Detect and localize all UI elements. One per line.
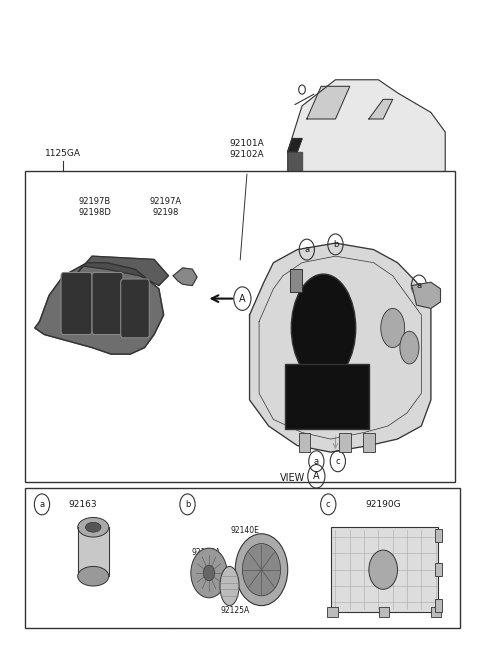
Circle shape	[242, 544, 281, 596]
FancyBboxPatch shape	[379, 607, 389, 617]
Text: 92163: 92163	[68, 500, 97, 509]
Text: a: a	[416, 281, 421, 290]
Polygon shape	[250, 243, 431, 452]
Circle shape	[369, 550, 397, 589]
Circle shape	[59, 180, 68, 192]
FancyBboxPatch shape	[120, 279, 149, 338]
FancyBboxPatch shape	[61, 272, 92, 335]
Circle shape	[390, 178, 414, 211]
Text: c: c	[336, 457, 340, 466]
FancyBboxPatch shape	[435, 599, 442, 612]
Circle shape	[315, 186, 327, 203]
Ellipse shape	[85, 522, 101, 532]
FancyBboxPatch shape	[285, 364, 369, 429]
Polygon shape	[35, 262, 164, 354]
FancyBboxPatch shape	[92, 272, 123, 335]
FancyBboxPatch shape	[25, 488, 459, 628]
FancyBboxPatch shape	[363, 432, 374, 452]
Text: 92125A: 92125A	[221, 606, 250, 615]
FancyBboxPatch shape	[25, 171, 455, 482]
Text: 92197B
92198D: 92197B 92198D	[78, 197, 111, 217]
Ellipse shape	[400, 331, 419, 364]
FancyBboxPatch shape	[435, 563, 442, 576]
Text: 92101A
92102A: 92101A 92102A	[230, 139, 264, 159]
Text: 92190G: 92190G	[365, 500, 401, 509]
FancyBboxPatch shape	[435, 529, 442, 542]
Text: a: a	[304, 245, 310, 254]
Ellipse shape	[381, 308, 405, 348]
Circle shape	[235, 534, 288, 605]
FancyBboxPatch shape	[331, 527, 438, 612]
Text: a: a	[39, 500, 45, 509]
Text: 92197A
92198: 92197A 92198	[150, 197, 182, 217]
Text: A: A	[239, 294, 246, 304]
Polygon shape	[173, 268, 197, 285]
Ellipse shape	[78, 518, 109, 537]
Text: 92140E: 92140E	[230, 526, 259, 535]
Polygon shape	[288, 80, 445, 197]
Circle shape	[309, 178, 333, 211]
Ellipse shape	[78, 566, 109, 586]
Text: VIEW: VIEW	[280, 473, 305, 483]
Text: a: a	[314, 457, 319, 466]
Ellipse shape	[291, 274, 356, 382]
Ellipse shape	[220, 566, 239, 605]
Polygon shape	[288, 138, 302, 152]
FancyBboxPatch shape	[339, 432, 351, 452]
Text: b: b	[185, 500, 190, 509]
Polygon shape	[288, 152, 302, 171]
FancyBboxPatch shape	[431, 607, 442, 617]
Text: c: c	[326, 500, 331, 509]
FancyBboxPatch shape	[299, 432, 310, 452]
Polygon shape	[369, 99, 393, 119]
Circle shape	[396, 186, 408, 203]
FancyBboxPatch shape	[290, 269, 302, 292]
Text: b: b	[333, 240, 338, 249]
Polygon shape	[259, 256, 421, 439]
Polygon shape	[78, 256, 168, 285]
Polygon shape	[412, 282, 441, 308]
Circle shape	[191, 548, 227, 598]
Polygon shape	[78, 527, 109, 576]
Circle shape	[203, 565, 215, 581]
Circle shape	[299, 85, 305, 94]
FancyBboxPatch shape	[327, 607, 338, 617]
Text: A: A	[313, 471, 320, 482]
Polygon shape	[307, 87, 350, 119]
Text: 92126A: 92126A	[192, 548, 221, 557]
Text: 1125GA: 1125GA	[46, 149, 82, 158]
